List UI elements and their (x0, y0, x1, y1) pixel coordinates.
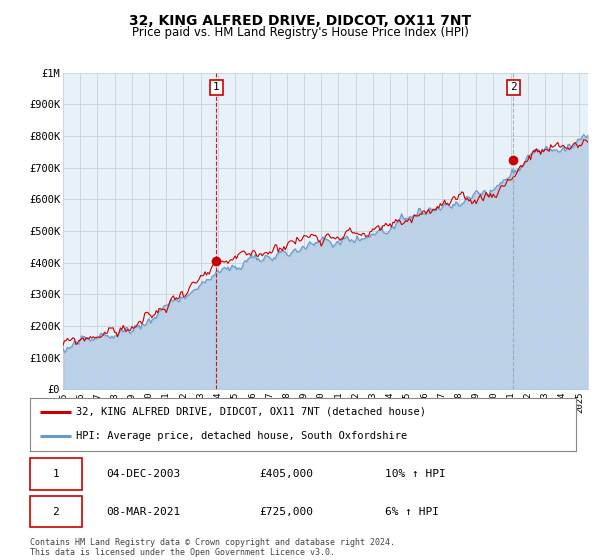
Text: 08-MAR-2021: 08-MAR-2021 (106, 507, 181, 517)
Text: Price paid vs. HM Land Registry's House Price Index (HPI): Price paid vs. HM Land Registry's House … (131, 26, 469, 39)
Text: 32, KING ALFRED DRIVE, DIDCOT, OX11 7NT: 32, KING ALFRED DRIVE, DIDCOT, OX11 7NT (129, 14, 471, 28)
Text: 1: 1 (213, 82, 220, 92)
Text: £405,000: £405,000 (259, 469, 313, 479)
Text: 04-DEC-2003: 04-DEC-2003 (106, 469, 181, 479)
Text: 32, KING ALFRED DRIVE, DIDCOT, OX11 7NT (detached house): 32, KING ALFRED DRIVE, DIDCOT, OX11 7NT … (76, 407, 427, 417)
FancyBboxPatch shape (30, 458, 82, 490)
Text: 2: 2 (510, 82, 517, 92)
Text: HPI: Average price, detached house, South Oxfordshire: HPI: Average price, detached house, Sout… (76, 431, 407, 441)
FancyBboxPatch shape (30, 496, 82, 528)
Text: 2: 2 (53, 507, 59, 517)
Text: 1: 1 (53, 469, 59, 479)
Text: £725,000: £725,000 (259, 507, 313, 517)
Text: Contains HM Land Registry data © Crown copyright and database right 2024.
This d: Contains HM Land Registry data © Crown c… (30, 538, 395, 557)
Text: 6% ↑ HPI: 6% ↑ HPI (385, 507, 439, 517)
Text: 10% ↑ HPI: 10% ↑ HPI (385, 469, 446, 479)
